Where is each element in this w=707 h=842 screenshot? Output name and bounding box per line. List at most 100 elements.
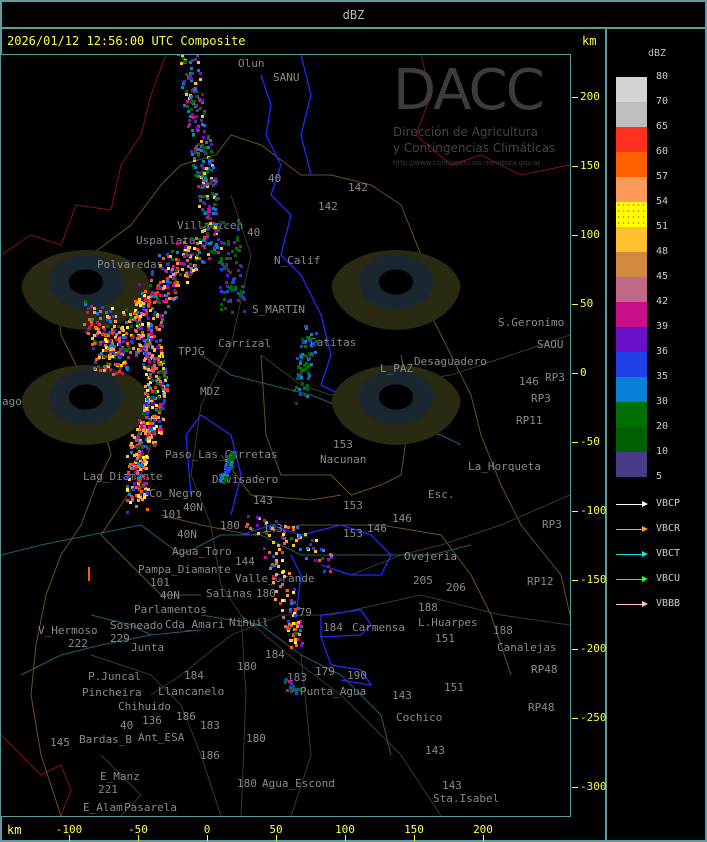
radar-echo-pixel xyxy=(126,476,129,479)
radar-echo-pixel xyxy=(265,532,268,535)
radar-echo-pixel xyxy=(236,239,239,242)
place-label: 153 xyxy=(333,438,353,451)
radar-echo-pixel xyxy=(140,450,143,453)
radar-echo-pixel xyxy=(330,554,333,557)
radar-echo-pixel xyxy=(140,425,143,428)
radar-echo-pixel xyxy=(223,291,226,294)
radar-echo-pixel xyxy=(151,366,154,369)
radar-echo-pixel xyxy=(138,488,141,491)
place-label: L.Huarpes xyxy=(418,616,478,629)
radar-echo-pixel xyxy=(187,246,190,249)
place-label: 142 xyxy=(318,200,338,213)
radar-echo-pixel xyxy=(212,224,215,227)
radar-echo-pixel xyxy=(98,323,101,326)
radar-echo-pixel xyxy=(135,330,138,333)
legend-level-label: 48 xyxy=(656,246,669,257)
radar-echo-pixel xyxy=(193,157,196,160)
place-label: Pampa_Diamante xyxy=(138,563,231,576)
radar-echo-pixel xyxy=(139,315,142,318)
radar-echo-pixel xyxy=(301,338,304,341)
radar-echo-pixel xyxy=(158,254,161,257)
radar-echo-pixel xyxy=(264,556,267,559)
map-boundary-line xyxy=(260,354,382,496)
radar-echo-pixel xyxy=(299,393,302,396)
radar-echo-pixel xyxy=(156,287,159,290)
radar-echo-pixel xyxy=(162,418,165,421)
radar-echo-pixel xyxy=(142,466,145,469)
radar-echo-pixel xyxy=(112,348,115,351)
radar-echo-pixel xyxy=(307,372,310,375)
radar-echo-pixel xyxy=(194,120,197,123)
y-tick-label: -100 xyxy=(580,504,607,517)
radar-echo-pixel xyxy=(210,169,213,172)
radar-echo-pixel xyxy=(148,358,151,361)
radar-echo-pixel xyxy=(292,633,295,636)
radar-echo-pixel xyxy=(234,254,237,257)
radar-echo-pixel xyxy=(96,312,99,315)
place-label: RP3 xyxy=(542,518,562,531)
radar-echo-pixel xyxy=(176,262,179,265)
radar-echo-pixel xyxy=(146,492,149,495)
radar-echo-pixel xyxy=(147,333,150,336)
radar-echo-pixel xyxy=(286,589,289,592)
place-label: 145 xyxy=(50,736,70,749)
radar-echo-pixel xyxy=(111,331,114,334)
radar-echo-pixel xyxy=(222,477,225,480)
radar-echo-pixel xyxy=(310,337,313,340)
map-boundary-line xyxy=(240,614,442,816)
vector-arrow-icon xyxy=(616,601,648,607)
radar-echo-pixel xyxy=(180,62,183,65)
radar-echo-pixel xyxy=(122,334,125,337)
radar-echo-pixel xyxy=(227,470,230,473)
radar-echo-pixel xyxy=(194,265,197,268)
radar-echo-pixel xyxy=(152,433,155,436)
radar-echo-pixel xyxy=(153,348,156,351)
radar-echo-pixel xyxy=(300,370,303,373)
y-tick-label: -50 xyxy=(580,435,600,448)
radar-echo-pixel xyxy=(215,212,218,215)
place-label: 180 xyxy=(237,660,257,673)
radar-echo-pixel xyxy=(277,544,280,547)
radar-echo-pixel xyxy=(113,345,116,348)
vector-arrow-icon xyxy=(616,551,648,557)
radar-echo-pixel xyxy=(132,463,135,466)
radar-echo-pixel xyxy=(153,335,156,338)
radar-echo-pixel xyxy=(208,257,211,260)
radar-echo-pixel xyxy=(126,488,129,491)
y-tick-mark xyxy=(572,97,578,98)
radar-echo-pixel xyxy=(312,547,315,550)
radar-echo-pixel xyxy=(198,257,201,260)
radar-echo-pixel xyxy=(146,508,149,511)
radar-echo-pixel xyxy=(290,537,293,540)
radar-echo-pixel xyxy=(227,252,230,255)
radar-echo-pixel xyxy=(299,362,302,365)
radar-echo-pixel xyxy=(217,229,220,232)
radar-echo-pixel xyxy=(158,411,161,414)
radar-echo-pixel xyxy=(148,360,151,363)
radar-echo-pixel xyxy=(164,269,167,272)
place-label: 144 xyxy=(235,555,255,568)
radar-echo-pixel xyxy=(144,487,147,490)
radar-echo-pixel xyxy=(155,379,158,382)
legend-swatch xyxy=(616,302,647,327)
radar-echo-pixel xyxy=(205,152,208,155)
radar-echo-pixel xyxy=(153,301,156,304)
radar-echo-pixel xyxy=(199,186,202,189)
radar-echo-pixel xyxy=(300,376,303,379)
radar-echo-pixel xyxy=(292,528,295,531)
radar-echo-pixel xyxy=(213,233,216,236)
legend-level-label: 54 xyxy=(656,196,669,207)
radar-echo-pixel xyxy=(268,551,271,554)
radar-echo-pixel xyxy=(295,692,298,695)
radar-echo-pixel xyxy=(160,346,163,349)
radar-echo-pixel xyxy=(205,242,208,245)
radar-map[interactable]: DACC Dirección de Agricultura y Continge… xyxy=(1,54,571,817)
radar-echo-pixel xyxy=(204,212,207,215)
radar-echo-pixel xyxy=(159,294,162,297)
radar-echo-pixel xyxy=(309,543,312,546)
x-tick-mark xyxy=(414,835,415,841)
place-label: Cda_Amari xyxy=(165,618,225,631)
radar-echo-pixel xyxy=(185,73,188,76)
radar-echo-pixel xyxy=(229,271,232,274)
radar-echo-pixel xyxy=(196,126,199,129)
